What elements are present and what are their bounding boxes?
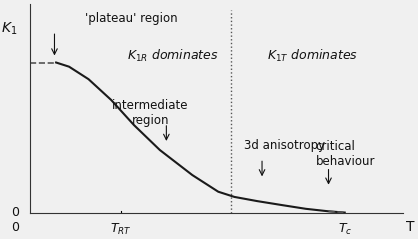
Text: 0: 0 [11,206,19,219]
Text: T: T [406,220,415,234]
Text: $T_{RT}$: $T_{RT}$ [110,222,132,237]
Text: 3d anisotropy: 3d anisotropy [244,139,325,152]
Text: 0: 0 [11,221,19,234]
Text: $K_{1T}$ dominates: $K_{1T}$ dominates [267,48,358,64]
Text: intermediate
region: intermediate region [112,98,189,126]
Text: $K_1$: $K_1$ [2,21,18,37]
Text: critical
behaviour: critical behaviour [316,140,375,168]
Text: $K_{1R}$ dominates: $K_{1R}$ dominates [127,48,219,64]
Text: $T_c$: $T_c$ [338,222,352,237]
Text: 'plateau' region: 'plateau' region [85,12,178,25]
